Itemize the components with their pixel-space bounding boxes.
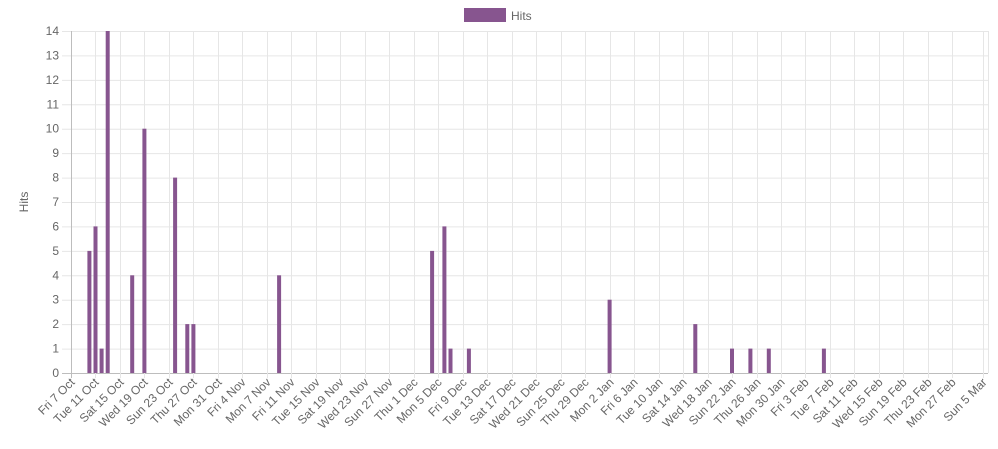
bar[interactable] [185, 324, 190, 373]
y-tick-label: 7 [52, 195, 59, 209]
bar[interactable] [430, 250, 435, 373]
bar[interactable] [448, 348, 453, 373]
bars-layer [87, 31, 826, 373]
bar[interactable] [748, 348, 753, 373]
y-tick-label: 13 [46, 48, 60, 62]
legend-label[interactable]: Hits [511, 9, 532, 23]
y-tick-label: 14 [46, 24, 60, 38]
y-tick-label: 11 [47, 97, 60, 111]
bar[interactable] [466, 348, 471, 373]
bar[interactable] [607, 299, 612, 373]
y-tick-label: 1 [52, 342, 59, 356]
y-tick-label: 0 [52, 366, 59, 380]
bar[interactable] [693, 324, 698, 373]
bar[interactable] [87, 250, 92, 373]
bar[interactable] [442, 226, 447, 373]
bar[interactable] [821, 348, 826, 373]
y-tick-label: 5 [52, 244, 59, 258]
bar[interactable] [142, 128, 147, 373]
y-tick-label: 6 [52, 219, 59, 233]
bar[interactable] [766, 348, 771, 373]
y-tick-label: 12 [46, 73, 60, 87]
legend-swatch[interactable] [464, 8, 506, 22]
bar[interactable] [93, 226, 98, 373]
bar[interactable] [130, 275, 135, 373]
bar[interactable] [173, 177, 178, 373]
bar[interactable] [191, 324, 196, 373]
y-tick-label: 3 [52, 293, 59, 307]
legend[interactable]: Hits [464, 8, 532, 23]
y-tick-label: 4 [52, 268, 59, 282]
bar[interactable] [277, 275, 282, 373]
bar[interactable] [730, 348, 734, 373]
y-tick-label: 10 [46, 122, 60, 136]
y-tick-label: 2 [52, 317, 59, 331]
y-tick-label: 9 [52, 146, 59, 160]
y-axis-title: Hits [17, 192, 31, 213]
y-tick-label: 8 [52, 171, 59, 185]
grid-layer [62, 31, 989, 378]
bar[interactable] [99, 348, 104, 373]
bar[interactable] [105, 31, 110, 373]
